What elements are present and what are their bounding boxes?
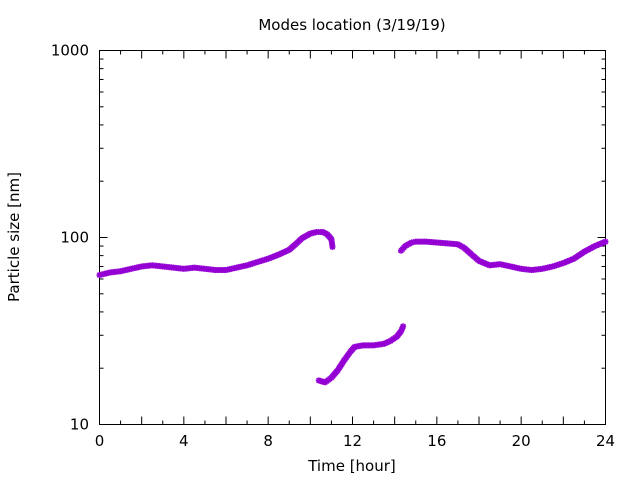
x-tick-label: 8	[263, 432, 273, 450]
data-point	[602, 238, 609, 245]
x-tick-label: 12	[343, 432, 362, 450]
y-tick-label: 100	[60, 229, 89, 247]
x-tick-labels: 0 4 8 12 16 20 24	[95, 432, 615, 450]
chart-title: Modes location (3/19/19)	[258, 16, 445, 34]
plot-frame	[99, 50, 606, 425]
x-tick-label: 4	[179, 432, 189, 450]
x-tick-label: 16	[427, 432, 446, 450]
data-points	[96, 229, 609, 386]
y-ticks	[99, 50, 606, 425]
y-tick-label: 1000	[51, 42, 89, 60]
y-tick-labels: 10 100 1000	[51, 42, 89, 434]
data-point	[400, 323, 407, 330]
y-tick-label: 10	[70, 416, 89, 434]
x-ticks	[99, 50, 606, 425]
x-tick-label: 24	[596, 432, 615, 450]
data-point	[329, 243, 336, 250]
y-axis-label: Particle size [nm]	[5, 172, 23, 302]
x-axis-label: Time [hour]	[307, 457, 396, 475]
x-tick-label: 0	[95, 432, 105, 450]
x-tick-label: 20	[512, 432, 531, 450]
